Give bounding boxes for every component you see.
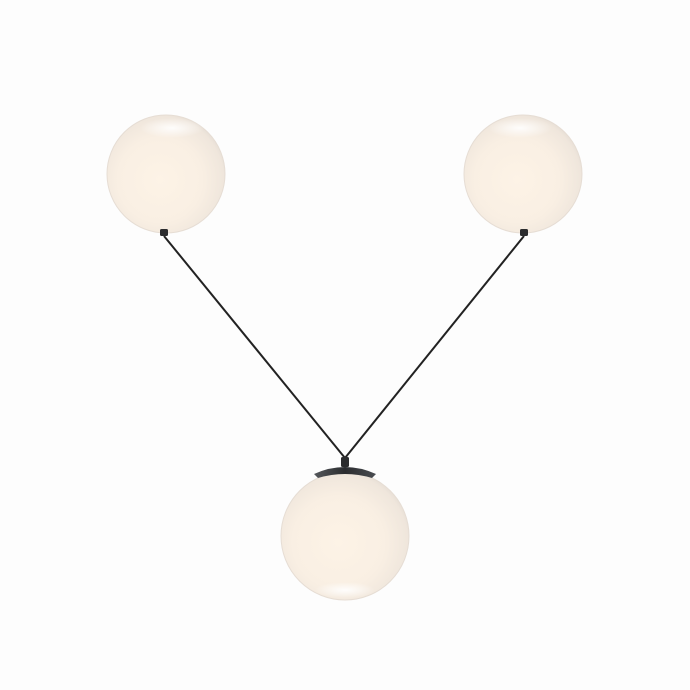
socket bbox=[520, 229, 528, 236]
cord bbox=[163, 235, 346, 459]
globe bbox=[463, 114, 583, 236]
socket bbox=[341, 457, 349, 467]
socket bbox=[160, 229, 168, 236]
canopy bbox=[314, 467, 376, 478]
globe bbox=[280, 457, 410, 601]
globe bbox=[106, 114, 226, 236]
cord bbox=[344, 235, 525, 459]
